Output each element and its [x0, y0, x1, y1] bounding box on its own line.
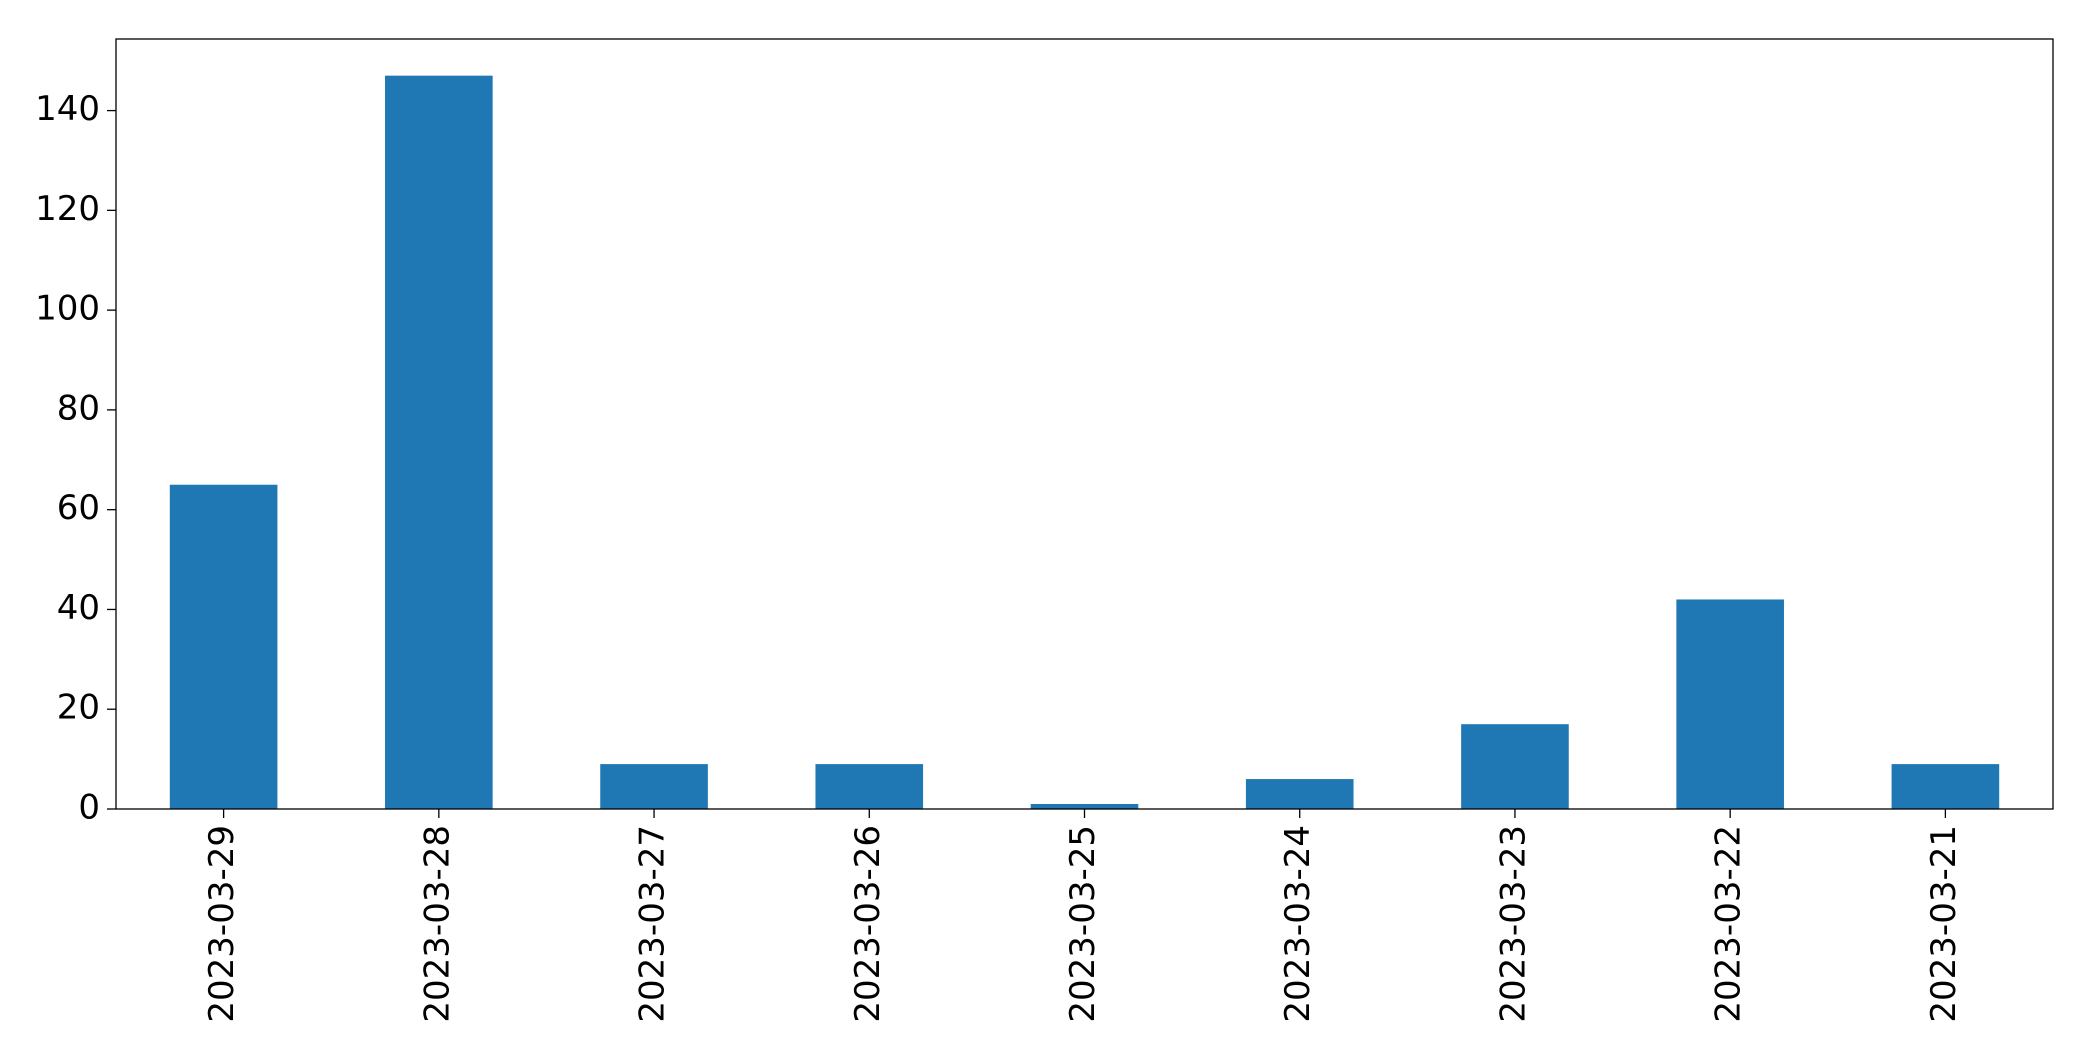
plot-frame	[115, 38, 2054, 810]
bar	[600, 764, 708, 809]
x-tick-label: 2023-03-24	[1278, 825, 1318, 1023]
y-tick-label: 20	[57, 688, 100, 728]
bar	[815, 764, 924, 809]
x-tick-label: 2023-03-26	[848, 825, 888, 1023]
bar	[385, 75, 493, 809]
bar	[1245, 779, 1354, 809]
bar	[1461, 724, 1569, 809]
y-tick-label: 80	[57, 388, 100, 428]
y-tick-label: 120	[35, 189, 100, 229]
bar	[1891, 764, 2000, 809]
x-tick-label: 2023-03-28	[417, 825, 457, 1023]
y-tick-label: 40	[57, 588, 100, 628]
bar	[1676, 599, 1784, 809]
x-tick-label: 2023-03-27	[633, 825, 673, 1023]
x-tick-label: 2023-03-25	[1063, 825, 1103, 1023]
y-tick-label: 60	[57, 488, 100, 528]
bar	[169, 484, 278, 809]
x-tick-label: 2023-03-29	[202, 825, 242, 1023]
x-tick-label: 2023-03-22	[1709, 825, 1749, 1023]
bar	[1030, 804, 1139, 809]
x-tick-label: 2023-03-21	[1924, 825, 1964, 1023]
x-tick-label: 2023-03-23	[1493, 825, 1533, 1023]
y-tick-label: 140	[35, 89, 100, 129]
y-tick-label: 0	[78, 788, 100, 828]
y-tick-label: 100	[35, 289, 100, 329]
